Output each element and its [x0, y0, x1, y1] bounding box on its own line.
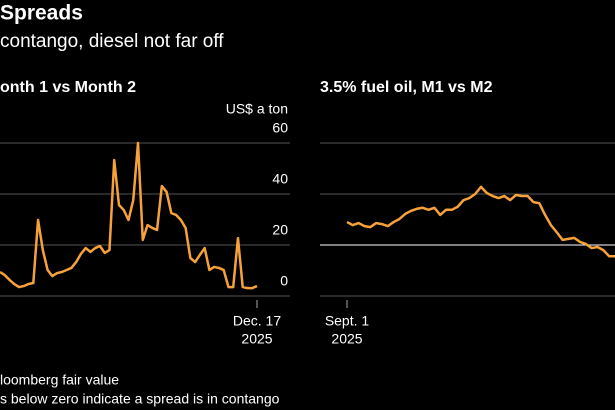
x-tick-label: Dec. 17: [233, 313, 281, 329]
y-tick-label: 60: [272, 120, 288, 136]
subtitle: contango, diesel not far off: [0, 31, 224, 52]
y-tick-label: 40: [272, 171, 288, 187]
data-line: [346, 185, 615, 258]
y-tick-label: 0: [280, 273, 288, 289]
footnote: s below zero indicate a spread is in con…: [0, 391, 280, 407]
x-tick-sublabel: 2025: [331, 331, 362, 347]
x-tick-label: Sept. 1: [325, 313, 370, 329]
footnote: loomberg fair value: [0, 372, 119, 388]
y-tick-label: 20: [272, 222, 288, 238]
x-tick-sublabel: 2025: [241, 331, 272, 347]
page-title: Spreads: [0, 2, 83, 25]
chart-title: 3.5% fuel oil, M1 vs M2: [320, 79, 493, 96]
chart-title: onth 1 vs Month 2: [0, 79, 136, 96]
y-axis-label: US$ a ton: [226, 101, 288, 117]
data-line: [0, 141, 258, 290]
